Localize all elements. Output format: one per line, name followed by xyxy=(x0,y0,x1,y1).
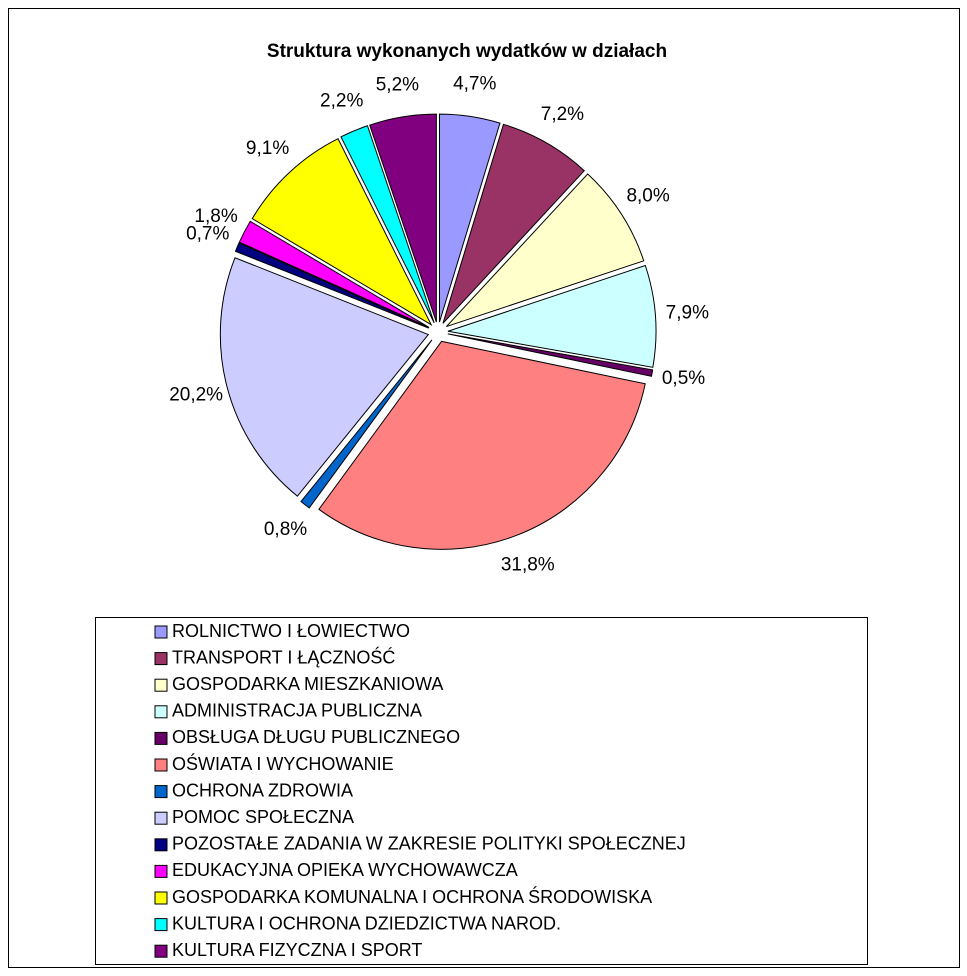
data-label: 0,5% xyxy=(662,368,705,389)
legend-label: POMOC SPOŁECZNA xyxy=(172,807,354,827)
pie-slice xyxy=(300,339,433,509)
legend-label: EDUKACYJNA OPIEKA WYCHOWAWCZA xyxy=(172,860,518,880)
legend-label: OCHRONA ZDROWIA xyxy=(172,780,353,800)
pie-slice xyxy=(447,264,657,368)
legend-swatch xyxy=(154,944,168,958)
legend-label: GOSPODARKA MIESZKANIOWA xyxy=(172,674,443,694)
legend-swatch xyxy=(154,731,168,745)
legend-swatch xyxy=(154,785,168,799)
pie-slice xyxy=(447,333,654,377)
pie-slice xyxy=(234,242,429,329)
legend-swatch xyxy=(154,678,168,692)
pie-slice xyxy=(446,173,645,328)
data-label: 31,8% xyxy=(501,554,555,575)
chart-title: Struktura wykonanych wydatków w działach xyxy=(267,41,667,62)
data-label: 9,1% xyxy=(246,138,289,159)
legend-label: POZOSTAŁE ZADANIA W ZAKRESIE POLITYKI SP… xyxy=(172,834,686,854)
legend-swatch xyxy=(154,838,168,852)
pie-slice xyxy=(318,340,646,550)
legend-swatch xyxy=(154,705,168,719)
pie-slice xyxy=(442,123,586,324)
data-label: 0,8% xyxy=(264,519,307,540)
legend-label: OBSŁUGA DŁUGU PUBLICZNEGO xyxy=(172,727,460,747)
legend-label: OŚWIATA I WYCHOWANIE xyxy=(172,753,394,774)
data-label: 20,2% xyxy=(169,384,223,405)
legend-label: ROLNICTWO I ŁOWIECTWO xyxy=(172,621,410,641)
data-label: 8,0% xyxy=(626,186,669,207)
data-label: 4,7% xyxy=(453,74,496,95)
data-label: 1,8% xyxy=(194,206,237,227)
legend-swatch xyxy=(154,625,168,639)
legend-label: TRANSPORT I ŁĄCZNOŚĆ xyxy=(172,646,395,667)
data-label: 7,2% xyxy=(541,104,584,125)
legend-swatch xyxy=(154,758,168,772)
pie-slice xyxy=(251,138,433,326)
pie-slice xyxy=(438,113,501,323)
legend-label: ADMINISTRACJA PUBLICZNA xyxy=(172,701,422,721)
pie-slice xyxy=(369,113,437,323)
data-label: 5,2% xyxy=(376,74,419,95)
legend-swatch xyxy=(154,864,168,878)
legend-label: GOSPODARKA KOMUNALNA I OCHRONA ŚRODOWISK… xyxy=(172,886,652,907)
legend-box xyxy=(95,617,868,965)
data-label: 0,7% xyxy=(186,224,229,245)
legend-swatch xyxy=(154,811,168,825)
legend-swatch xyxy=(154,652,168,666)
pie-slice xyxy=(340,125,435,323)
legend-label: KULTURA I OCHRONA DZIEDZICTWA NAROD. xyxy=(172,913,561,933)
pie-slice xyxy=(238,220,430,328)
legend-swatch xyxy=(154,891,168,905)
pie-slice xyxy=(219,257,430,497)
legend-label: KULTURA FIZYCZNA I SPORT xyxy=(172,940,422,960)
legend-swatch xyxy=(154,918,168,932)
data-label: 7,9% xyxy=(666,303,709,324)
data-label: 2,2% xyxy=(320,90,363,111)
